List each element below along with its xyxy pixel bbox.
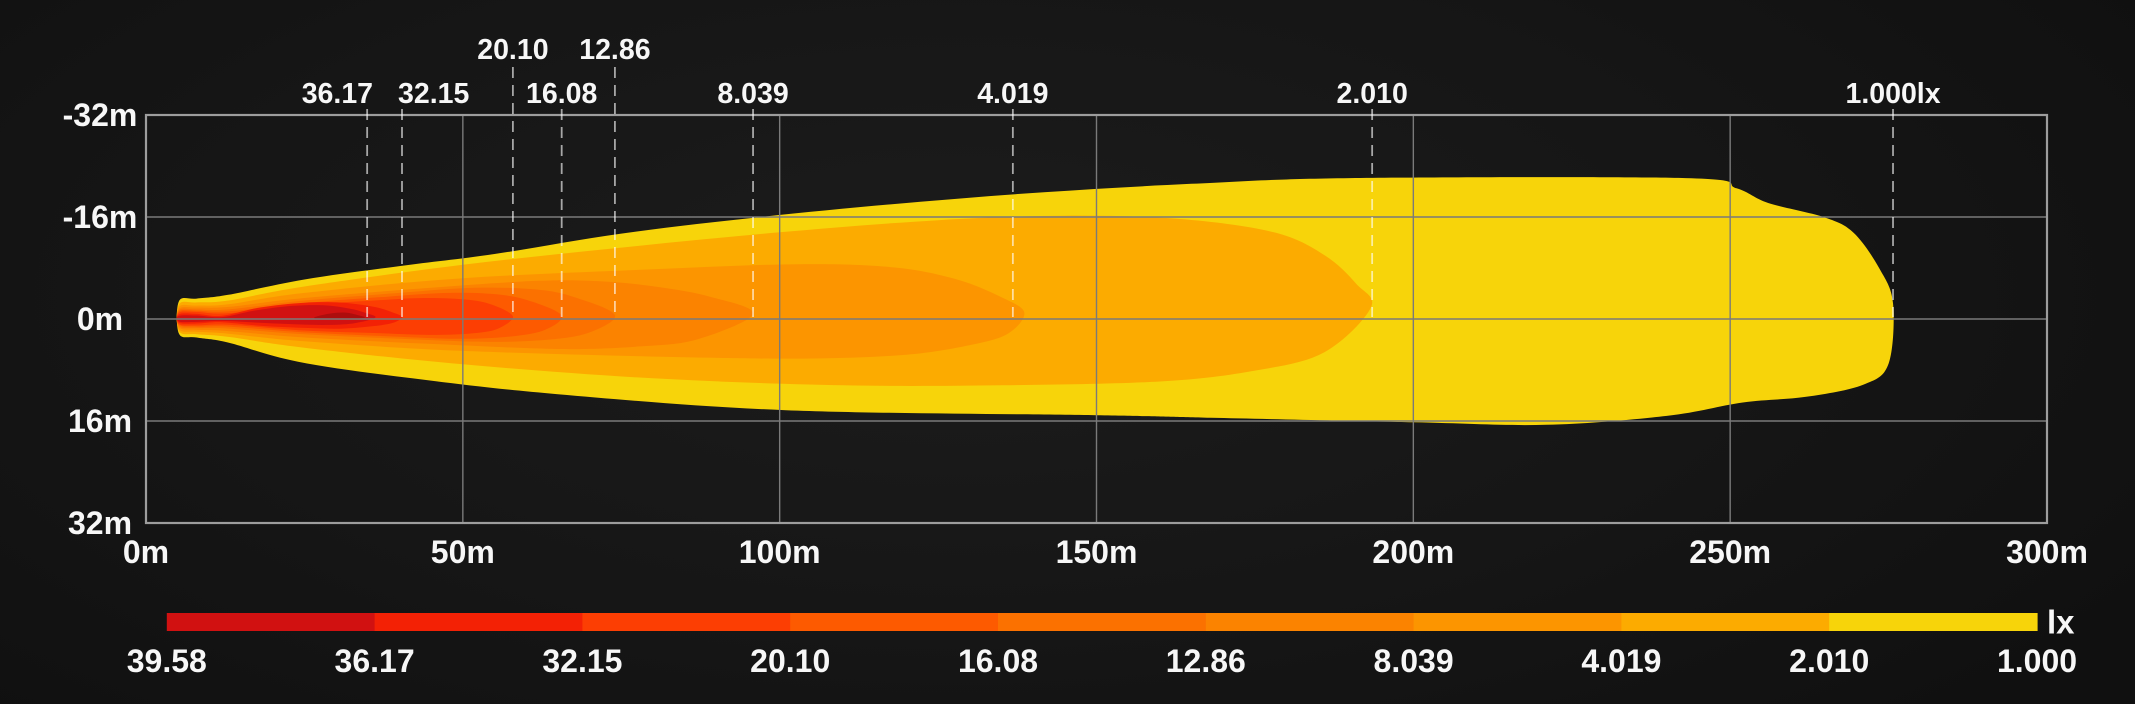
colorbar-segment-8 [1829,613,2038,631]
x-tick-label-300: 300m [2006,534,2088,570]
colorbar-segment-4 [998,613,1207,631]
colorbar-unit-label: lx [2047,604,2075,641]
colorbar-segment-2 [582,613,791,631]
x-tick-label-200: 200m [1372,534,1454,570]
x-tick-label-250: 250m [1689,534,1771,570]
colorbar-segment-7 [1621,613,1830,631]
colorbar-legend: 39.58 36.17 32.15 20.10 16.08 12.86 8.039 4.019… [127,604,2077,680]
colorbar-value-39.58: 39.58 [127,643,207,679]
isolux-label-4.019: 4.019 [977,78,1048,110]
y-tick-label-32: 32m [68,505,132,541]
x-tick-label-0: 0m [123,534,169,570]
x-tick-label-100: 100m [739,534,821,570]
colorbar-value-36.17: 36.17 [335,643,415,679]
y-tick-label-16: 16m [68,403,132,439]
plot-border [144,113,2049,525]
colorbar-value-20.10: 20.10 [750,643,830,679]
isolux-label-16.08: 16.08 [526,78,597,110]
beam-contour-36.17 [176,305,376,325]
isolux-label-8.039: 8.039 [717,78,788,110]
isolux-label-36.17: 36.17 [302,78,373,110]
colorbar-value-2.010: 2.010 [1789,643,1869,679]
y-tick-label-0: 0m [77,301,123,337]
y-tick-label--32: -32m [63,97,138,133]
colorbar-value-1.000: 1.000 [1997,643,2077,679]
isolux-label-32.15: 32.15 [398,78,469,110]
colorbar-value-4.019: 4.019 [1581,643,1661,679]
beam-contour-39.58 [314,312,366,320]
colorbar-segment-1 [374,613,583,631]
isolux-label-2.01: 2.010 [1336,78,1407,110]
colorbar-value-12.86: 12.86 [1166,643,1246,679]
colorbar-segment-6 [1413,613,1622,631]
grid-lines [146,115,2047,523]
colorbar-segment-5 [1205,613,1415,631]
isolux-label-20.1: 20.10 [477,34,548,66]
x-tick-label-150: 150m [1056,534,1138,570]
isolux-label-12.86: 12.86 [579,34,650,66]
colorbar-value-8.039: 8.039 [1374,643,1454,679]
colorbar-segment-0 [166,613,376,631]
colorbar-segment-3 [790,613,999,631]
colorbar-value-32.15: 32.15 [542,643,622,679]
x-tick-label-50: 50m [431,534,495,570]
isolux-label-1: 1.000lx [1845,78,1940,110]
y-tick-label--16: -16m [63,199,138,235]
colorbar-value-16.08: 16.08 [958,643,1038,679]
beam-contours [176,177,1894,426]
